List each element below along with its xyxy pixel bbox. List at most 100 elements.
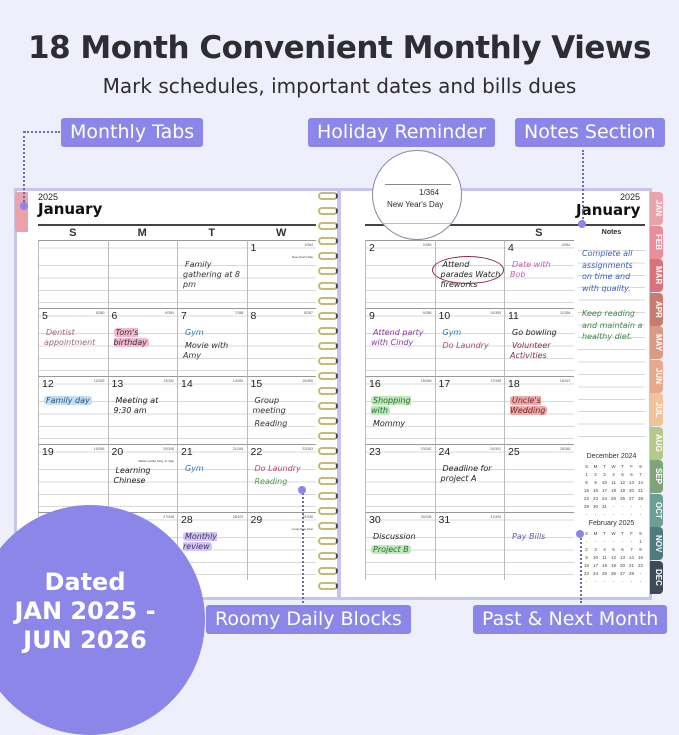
event-text: Shopping with (371, 396, 411, 415)
mini-calendar-day: - (603, 512, 606, 517)
spiral-coil (318, 567, 338, 575)
day-cell[interactable] (38, 240, 108, 308)
weekday-header: T (208, 227, 216, 239)
day-cell[interactable]: 23 23/342 (365, 444, 435, 512)
day-cell[interactable] (107, 240, 177, 308)
day-cell[interactable]: 30 30/335 Discussion Project B (365, 512, 435, 580)
mini-calendar-day: 11 (611, 480, 616, 485)
spiral-coil (318, 222, 338, 230)
event-note: Gym (183, 464, 244, 474)
event-text: Mommy (373, 419, 406, 428)
day-cell[interactable]: 17 17/348 (434, 376, 504, 444)
month-tab-jul[interactable]: JUL (650, 393, 663, 426)
day-cell[interactable]: 22 22/343 Do Laundry Reading (246, 444, 316, 512)
day-cell[interactable]: 9 9/356 Attend party with Cindy (365, 308, 435, 376)
day-cell[interactable]: 4 4/361 Date with Bob (504, 240, 574, 308)
leader-line (580, 535, 582, 603)
month-tab-nov[interactable]: NOV (650, 527, 663, 560)
event-note: Mommy (371, 419, 432, 429)
mini-calendar-day: 25 (601, 571, 607, 576)
day-cell[interactable]: 11 11/354 Go bowling Volunteer Activities (504, 308, 574, 376)
mini-calendar-day: 19 (610, 563, 616, 568)
spiral-coil (318, 522, 338, 530)
month-tab-jun[interactable]: JUN (650, 359, 663, 393)
mini-calendar-day: 20 (619, 563, 625, 568)
notes-section[interactable]: Complete all assignments on time and wit… (578, 240, 645, 445)
day-of-year: 1/364 (304, 243, 313, 247)
day-cell[interactable]: 28 28/337 Monthly review (177, 512, 247, 580)
day-cell[interactable]: 5 5/360 Dentist appointment (38, 308, 108, 376)
day-cell[interactable]: Family gathering at 8 pm (177, 240, 247, 308)
spiral-coil (318, 327, 338, 335)
spiral-coil (318, 552, 338, 560)
spiral-coil (318, 537, 338, 545)
spiral-coil (318, 267, 338, 275)
day-cell[interactable]: 31 31/334 (434, 512, 504, 580)
mini-calendar-day: 21 (637, 488, 643, 493)
mini-calendar-day: 22 (583, 496, 589, 501)
day-of-year: 14/351 (232, 379, 244, 383)
month-tab-may[interactable]: MAY (650, 326, 663, 359)
day-cell[interactable]: 14 14/351 (177, 376, 247, 444)
month-tab-oct[interactable]: OCT (650, 493, 663, 527)
mini-calendar-day: 25 (610, 496, 616, 501)
day-cell[interactable]: 8 8/357 (246, 308, 316, 376)
event-list: Meeting at 9:30 am (114, 396, 175, 419)
day-of-year: 27/338 (163, 515, 174, 519)
leader-line (582, 150, 584, 222)
holiday-label: New Year's Day (291, 255, 313, 259)
day-cell[interactable]: 21 21/344 Gym (177, 444, 247, 512)
mini-calendar-day: - (612, 579, 615, 584)
event-list: Family day (44, 396, 105, 409)
event-note: Shopping with (371, 396, 432, 416)
day-cell[interactable]: 1 1/364 New Year's Day (246, 240, 316, 308)
day-cell[interactable]: 19 19/346 (38, 444, 108, 512)
left-jan-tab[interactable] (15, 192, 28, 232)
mini-calendar-day: 9 (585, 555, 588, 560)
month-tab-dec[interactable]: DEC (650, 560, 663, 594)
day-of-year: 25/340 (559, 447, 571, 451)
mini-calendar-day: T (621, 464, 624, 469)
subheadline: Mark schedules, important dates and bill… (102, 74, 577, 98)
mini-calendar-day: 20 (628, 488, 634, 493)
mini-calendar-title: February 2025 (588, 520, 635, 527)
day-cell[interactable]: 2 2/363 (365, 240, 435, 308)
month-tab-sep[interactable]: SEP (650, 460, 663, 493)
day-cell[interactable]: 25 25/340 (504, 444, 574, 512)
month-tab-feb[interactable]: FEB (650, 225, 663, 259)
day-cell[interactable]: 16 16/349 Shopping with Mommy (365, 376, 435, 444)
day-cell[interactable]: 18 18/347 Uncle's Wedding (504, 376, 574, 444)
month-tab-mar[interactable]: MAR (650, 259, 663, 292)
day-cell[interactable]: 10 10/355 Gym Do Laundry (434, 308, 504, 376)
day-cell[interactable]: 6 6/359 Tom's birthday (107, 308, 177, 376)
month-tab-jan[interactable]: JAN (650, 192, 663, 225)
day-cell[interactable]: 15 15/350 Group meeting Reading (246, 376, 316, 444)
event-text: Gym (185, 464, 204, 473)
event-text: Attend party with Cindy (371, 328, 424, 347)
callout-holiday-reminder: Holiday Reminder (308, 118, 495, 147)
mini-calendar-day: T (603, 464, 606, 469)
event-list: Date with Bob (510, 260, 571, 283)
event-text: Do Laundry (442, 341, 489, 350)
day-cell[interactable]: Pay Bills (504, 512, 574, 580)
month-tab-apr[interactable]: APR (650, 292, 663, 326)
mini-calendar-day: - (603, 539, 606, 544)
day-cell[interactable]: 24 24/341 Deadline for project A (434, 444, 504, 512)
mini-calendar-day: 26 (619, 496, 625, 501)
month-title-right: January (576, 201, 641, 219)
mini-calendar-day: - (594, 579, 597, 584)
event-list: Attend party with Cindy (371, 328, 432, 351)
day-cell[interactable]: 13 13/352 Meeting at 9:30 am (107, 376, 177, 444)
day-cell[interactable]: 29 29/336 Lunar New Year (246, 512, 316, 580)
mini-calendar-day: 17 (592, 563, 598, 568)
spiral-coil (318, 342, 338, 350)
day-cell[interactable]: 7 7/358 Gym Movie with Amy (177, 308, 247, 376)
mini-calendar-day: 22 (637, 563, 643, 568)
mini-calendar-day: 31 (601, 504, 607, 509)
day-cell[interactable]: 20 20/345 Martin Luther King, Jr. Day Learn… (107, 444, 177, 512)
day-cell[interactable]: 12 12/353 Family day (38, 376, 108, 444)
mini-calendar-day: 8 (585, 480, 588, 485)
event-note: Group meeting (253, 396, 314, 416)
month-tab-aug[interactable]: AUG (650, 426, 663, 460)
weekday-header: S (535, 227, 543, 239)
